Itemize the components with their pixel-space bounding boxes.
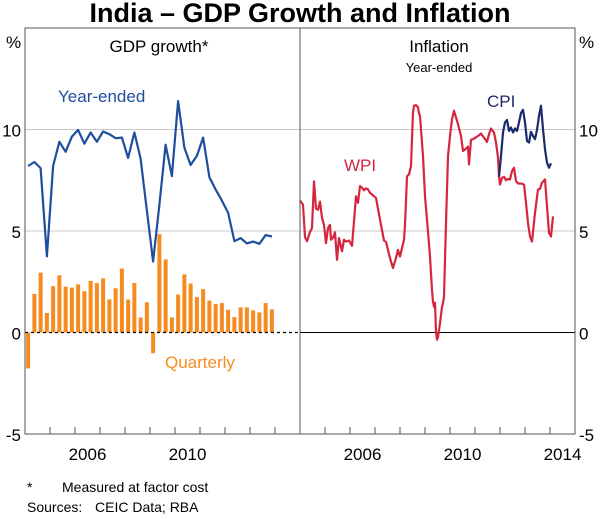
quarterly-bar — [232, 317, 237, 333]
y-tick-label-left: 10 — [2, 122, 21, 141]
footnote-marker: * — [27, 479, 33, 495]
quarterly-bar — [251, 310, 256, 333]
quarterly-bar — [69, 287, 74, 333]
quarterly-bar — [51, 286, 56, 333]
sources-label: Sources: — [27, 499, 82, 515]
quarterly-bar — [219, 303, 224, 333]
y-tick-label-right: 0 — [579, 325, 588, 344]
quarterly-bar — [169, 317, 174, 333]
quarterly-bar — [151, 332, 156, 354]
y-tick-label-left: 0 — [12, 325, 21, 344]
label-quarterly: Quarterly — [165, 353, 235, 372]
quarterly-bar — [57, 275, 62, 333]
x-ticks: 2006 2010 2006 2010 2014 — [49, 427, 582, 464]
quarterly-bar — [176, 294, 181, 333]
panel-frames — [24, 27, 576, 435]
quarterly-bar — [138, 317, 143, 333]
quarterly-bar — [269, 309, 274, 333]
left-unit-label: % — [6, 33, 21, 52]
quarterly-bar — [101, 278, 106, 333]
wpi-line — [299, 103, 555, 341]
y-tick-label-left: -5 — [6, 426, 21, 445]
y-tick-labels: -5 -5 0 0 5 5 10 10 — [2, 122, 598, 446]
quarterly-bar — [207, 300, 212, 333]
panel-subtitle-inflation: Year-ended — [406, 60, 473, 75]
quarterly-bar — [182, 274, 187, 333]
quarterly-bar — [238, 307, 243, 333]
quarterly-bar — [213, 304, 218, 333]
cpi-line — [497, 104, 552, 177]
right-unit-label: % — [579, 33, 594, 52]
quarterly-bar — [113, 288, 118, 333]
x-tick-label: 2010 — [169, 445, 207, 464]
quarterly-bar — [201, 289, 206, 333]
quarterly-bars — [26, 234, 274, 369]
quarterly-bar — [194, 296, 199, 333]
gdp-year-ended-line — [27, 99, 273, 263]
quarterly-bar — [257, 312, 262, 333]
quarterly-bar — [157, 234, 162, 333]
quarterly-bar — [38, 272, 43, 333]
label-year-ended: Year-ended — [58, 87, 145, 106]
label-cpi: CPI — [487, 92, 515, 111]
quarterly-bar — [119, 268, 124, 333]
y-tick-label-right: 10 — [579, 122, 598, 141]
quarterly-bar — [107, 299, 112, 333]
label-wpi: WPI — [344, 156, 376, 175]
quarterly-bar — [94, 283, 99, 333]
footnote-text: Measured at factor cost — [62, 479, 208, 495]
quarterly-bar — [126, 299, 131, 333]
quarterly-bar — [163, 259, 168, 333]
quarterly-bar — [88, 280, 93, 333]
chart-title: India – GDP Growth and Inflation — [89, 0, 510, 28]
quarterly-bar — [132, 282, 137, 333]
sources-text: CEIC Data; RBA — [95, 499, 199, 515]
series-lines — [27, 99, 555, 341]
quarterly-bar — [82, 291, 87, 333]
quarterly-bar — [76, 284, 81, 333]
x-tick-label: 2006 — [344, 445, 382, 464]
y-tick-label-right: 5 — [579, 223, 588, 242]
x-tick-label: 2014 — [544, 445, 582, 464]
panel-title-gdp: GDP growth* — [110, 37, 209, 56]
quarterly-bar — [26, 332, 31, 369]
x-tick-label: 2006 — [69, 445, 107, 464]
quarterly-bar — [63, 286, 68, 333]
panel-title-inflation: Inflation — [409, 37, 469, 56]
x-tick-label: 2010 — [444, 445, 482, 464]
quarterly-bar — [44, 313, 49, 333]
y-tick-label-right: -5 — [579, 426, 594, 445]
quarterly-bar — [144, 302, 149, 333]
quarterly-bar — [244, 307, 249, 333]
quarterly-bar — [32, 293, 37, 333]
y-tick-label-left: 5 — [12, 223, 21, 242]
quarterly-bar — [188, 283, 193, 333]
quarterly-bar — [226, 309, 231, 333]
quarterly-bar — [263, 303, 268, 333]
